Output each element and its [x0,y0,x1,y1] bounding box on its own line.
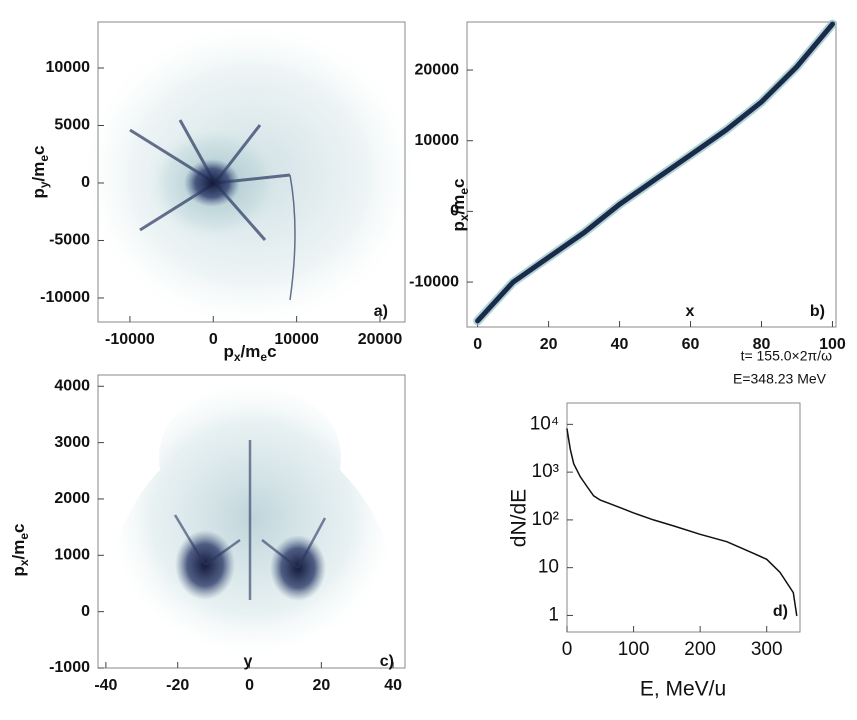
x-tick-label: 20 [312,677,330,694]
line-halo [473,19,837,326]
axis-label-part: x [234,350,241,364]
y-tick-label: 1 [548,604,559,625]
density-a [85,25,415,325]
axis-label: px/mec [223,342,276,364]
x-tick-label: 100 [618,639,650,660]
x-tick-label: 40 [611,336,629,353]
x-tick-label: 100 [819,336,846,353]
y-tick-label: -5000 [49,232,90,249]
line [475,21,835,324]
axis-label-part: c [9,523,28,532]
x-tick-label: 0 [562,639,573,660]
axis-label-part: x [457,214,471,221]
y-tick-label: 0 [81,174,90,191]
y-tick-label: -10000 [409,273,459,290]
x-tick-label: 300 [751,639,783,660]
x-tick-label: 0 [245,677,254,694]
x-tick-label: 200 [684,639,716,660]
annotation: d) [773,603,788,620]
y-tick-label: 10 [538,557,559,578]
axis-label-part: e [457,188,471,195]
axis-label: px/mec [9,523,31,576]
axis-label-part: e [37,155,51,162]
annotation: a) [374,303,388,320]
axis-label-part: c [29,145,48,154]
line [566,428,798,617]
axis-label-part: p [9,566,28,576]
x-tick-label: 10000 [274,331,319,348]
y-tick-label: 0 [450,203,459,220]
x-tick-label: 40 [384,677,402,694]
plot-frame [466,21,837,328]
y-tick-label: 10000 [415,132,460,149]
x-tick-label: 20000 [358,331,403,348]
y-tick-label: -10000 [40,289,90,306]
axis-label-part: /m [449,195,468,215]
y-tick-label: 5000 [54,117,90,134]
axis-label-part: /m [241,342,261,361]
annotation: x [686,303,695,320]
x-tick-label: 0 [209,331,218,348]
annotation: t= 155.0×2π/ω [741,348,833,364]
y-tick-label: -1000 [49,659,90,676]
axis-label-part: p [223,342,233,361]
axis-label: dN/dE [508,489,531,547]
axis-label-part: y [37,181,51,188]
axis-label-part: c [267,342,276,361]
axis-label: E, MeV/u [640,678,726,701]
y-tick-label: 4000 [54,377,90,394]
plot-frame [97,21,406,323]
y-tick-label: 10³ [532,461,559,482]
y-tick-label: 3000 [54,434,90,451]
plot-frame [566,402,801,633]
density-c [110,382,395,654]
axis-label-part: e [17,533,31,540]
x-tick-label: -40 [94,677,117,694]
axis-label-part: /m [29,162,48,182]
axis-label-part: p [29,188,48,198]
axis-label-part: /m [9,540,28,560]
y-tick-label: 2000 [54,490,90,507]
axis-label-part: p [449,221,468,231]
axis-label: py/mec [29,145,51,198]
y-tick-label: 10000 [46,59,91,76]
y-tick-label: 10⁴ [530,413,559,434]
annotation: b) [810,303,825,320]
axis-label-part: e [260,350,267,364]
annotation: E=348.23 MeV [733,371,827,387]
axis-label: px/mec [449,178,471,231]
x-tick-label: 20 [540,336,558,353]
x-tick-label: 60 [682,336,700,353]
axis-label-part: x [17,559,31,566]
axis-label-part: c [449,178,468,187]
y-tick-label: 10² [532,509,559,530]
annotation: c) [380,653,394,670]
x-tick-label: -10000 [105,331,155,348]
y-tick-label: 0 [81,603,90,620]
annotation: y [244,653,253,670]
x-tick-label: 80 [753,336,771,353]
plot-frame [97,374,406,669]
y-tick-label: 1000 [54,547,90,564]
x-tick-label: -20 [166,677,189,694]
x-tick-label: 0 [473,336,482,353]
y-tick-label: 20000 [415,61,460,78]
